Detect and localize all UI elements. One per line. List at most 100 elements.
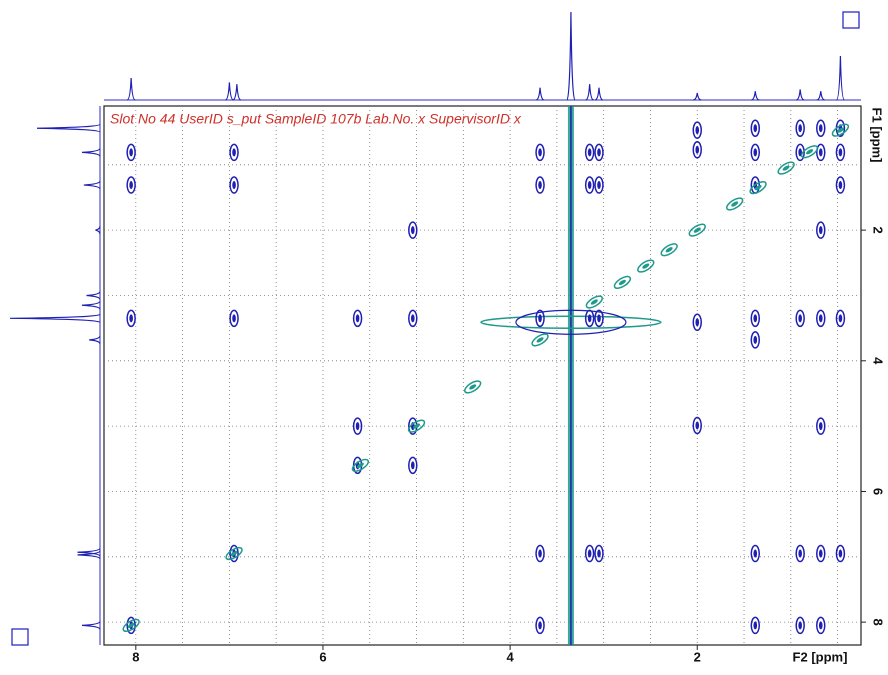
contour-ring: [585, 295, 603, 309]
contour-ring: [535, 176, 545, 194]
contour-ring: [818, 621, 823, 630]
peak: [584, 309, 595, 328]
contour-ring: [816, 417, 826, 435]
projection-peak: [751, 91, 760, 101]
contour-ring: [798, 549, 802, 558]
contour-ring: [126, 309, 136, 328]
contour-ring: [693, 227, 701, 233]
contour-ring: [587, 148, 592, 157]
contour-ring: [352, 417, 363, 435]
contour-ring: [229, 143, 239, 162]
peak: [692, 141, 702, 159]
contour-ring: [469, 384, 477, 390]
contour-ring: [818, 226, 823, 235]
contour-ring: [753, 335, 758, 344]
contour-ring: [584, 143, 595, 162]
contour-ring: [750, 309, 761, 328]
peak: [816, 221, 826, 239]
contour-ring: [229, 176, 239, 194]
contour-ring: [464, 380, 482, 394]
contour-ring: [356, 462, 364, 468]
peak: [795, 309, 805, 328]
contour-ring: [806, 149, 814, 155]
contour-ring: [531, 333, 549, 347]
contour-ring: [695, 126, 700, 135]
contour-ring: [835, 176, 846, 194]
contour-ring: [129, 181, 133, 190]
contour-ring: [232, 314, 236, 323]
contour-ring: [229, 309, 239, 328]
projection-peak: [36, 123, 101, 133]
contour-ring: [122, 618, 140, 633]
projection-peak: [81, 148, 101, 157]
projection-peak: [225, 82, 234, 101]
contour-ring: [816, 143, 826, 162]
peak: [800, 145, 819, 159]
contour-ring: [129, 148, 133, 157]
peak: [692, 313, 702, 332]
projection-peak: [81, 621, 101, 630]
contour-ring: [835, 309, 846, 328]
peak: [535, 616, 545, 635]
contour-ring: [535, 616, 545, 635]
ridge-horizontal: [480, 315, 662, 330]
peak: [122, 618, 140, 633]
contour-ring: [798, 621, 802, 630]
contour-ring: [535, 143, 545, 162]
peak: [613, 275, 632, 290]
contour-ring: [831, 123, 850, 137]
contour-ring: [642, 263, 650, 269]
corner-box: [842, 11, 860, 29]
peak: [408, 221, 418, 239]
projection-peak: [9, 313, 101, 323]
projection-peak: [594, 87, 604, 101]
peak: [750, 119, 761, 137]
peak: [750, 544, 761, 563]
contour-ring: [753, 314, 758, 323]
peak: [594, 309, 604, 328]
contour-ring: [230, 550, 238, 557]
contour-ring: [535, 309, 545, 328]
corner-box: [11, 628, 29, 646]
contour-ring: [355, 314, 360, 323]
contour-ring: [538, 314, 542, 323]
contour-ring: [838, 181, 843, 190]
contour-ring: [410, 461, 415, 470]
contour-ring: [618, 279, 626, 286]
peak: [351, 458, 370, 472]
contour-ring: [753, 621, 758, 630]
peak: [531, 333, 549, 347]
contour-ring: [613, 275, 632, 290]
peak: [835, 309, 846, 328]
projection-peak: [81, 301, 101, 310]
projection-peak: [77, 550, 101, 560]
contour-ring: [835, 544, 846, 563]
peak: [750, 331, 761, 349]
peak: [126, 176, 136, 194]
peak: [594, 143, 604, 162]
x-axis-label: F2 [ppm]: [793, 649, 848, 664]
contour-ring: [126, 176, 136, 194]
contour-ring: [695, 318, 700, 327]
contour-ring: [795, 143, 805, 162]
contour-ring: [408, 309, 418, 328]
contour-ring: [126, 616, 136, 635]
peak: [535, 143, 545, 162]
contour-ring: [692, 141, 702, 159]
contour-ring: [750, 616, 761, 635]
projection-peak: [566, 11, 576, 101]
peak: [584, 143, 595, 162]
contour-ring: [777, 161, 795, 175]
peak: [637, 259, 655, 273]
projection-peak: [835, 55, 846, 101]
contour-ring: [660, 243, 678, 257]
projection-peak: [796, 89, 805, 101]
contour-ring: [688, 223, 706, 237]
contour-ring: [750, 143, 761, 162]
x-tick-label: 2: [694, 649, 701, 664]
peak: [795, 544, 805, 563]
contour-ring: [692, 313, 702, 332]
contour-ring: [594, 176, 604, 194]
contour-ring: [800, 145, 819, 159]
contour-ring: [750, 119, 761, 137]
